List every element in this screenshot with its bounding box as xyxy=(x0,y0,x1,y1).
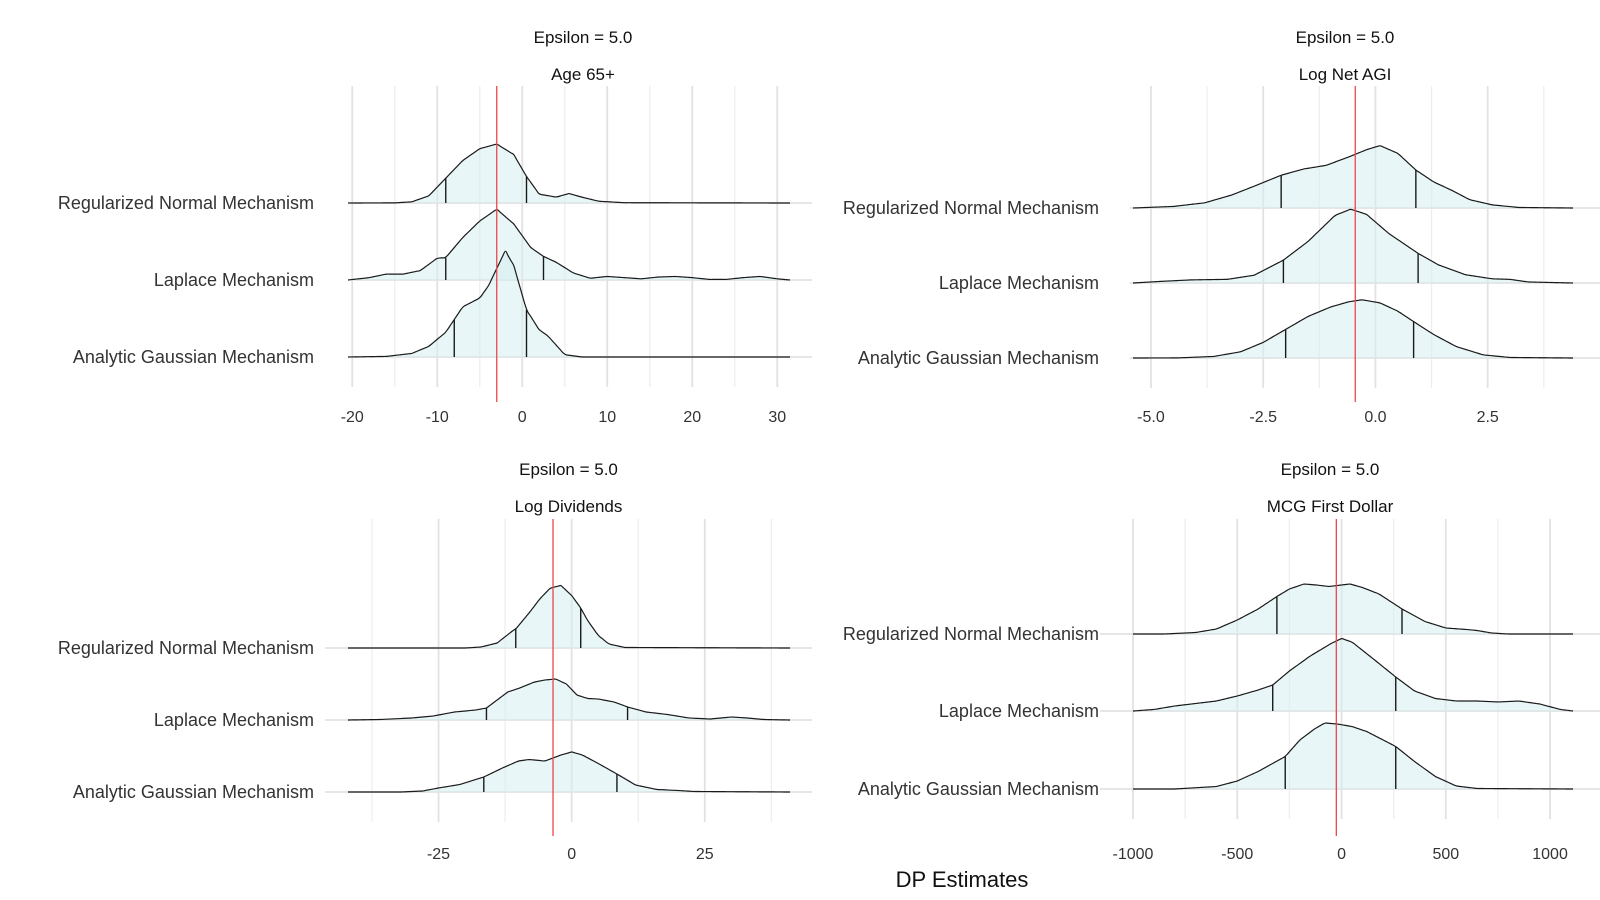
row-label: Laplace Mechanism xyxy=(939,701,1099,721)
density-curve xyxy=(347,678,791,721)
x-tick-label: 10 xyxy=(598,409,616,426)
x-tick-label: -5.0 xyxy=(1137,409,1165,426)
density-curve xyxy=(1132,722,1574,790)
panel-epsilon-label: Epsilon = 5.0 xyxy=(534,28,633,47)
row-label: Regularized Normal Mechanism xyxy=(58,193,314,213)
x-tick-label: -2.5 xyxy=(1249,409,1277,426)
density-curve xyxy=(1132,145,1574,209)
row-label: Regularized Normal Mechanism xyxy=(843,624,1099,644)
panel-title: MCG First Dollar xyxy=(1267,497,1394,516)
x-tick-label: -10 xyxy=(426,409,449,426)
x-axis-title: DP Estimates xyxy=(896,867,1029,892)
density-area xyxy=(348,585,790,649)
x-tick-label: 30 xyxy=(768,409,786,426)
density-curve xyxy=(1133,583,1573,635)
x-tick-label: -1000 xyxy=(1113,846,1154,863)
row-label: Laplace Mechanism xyxy=(154,710,314,730)
x-tick-label: 500 xyxy=(1432,846,1459,863)
row-label: Analytic Gaussian Mechanism xyxy=(858,348,1099,368)
density-curve xyxy=(1132,638,1574,712)
density-curve xyxy=(347,208,791,281)
density-curve xyxy=(348,584,791,649)
panel-epsilon-label: Epsilon = 5.0 xyxy=(519,460,618,479)
density-area xyxy=(348,251,790,358)
x-tick-label: 0 xyxy=(1337,846,1346,863)
x-tick-label: -20 xyxy=(341,409,364,426)
density-curve xyxy=(347,250,790,358)
density-curve xyxy=(347,751,791,793)
panel-epsilon-label: Epsilon = 5.0 xyxy=(1281,460,1380,479)
row-label: Regularized Normal Mechanism xyxy=(843,198,1099,218)
x-tick-label: -500 xyxy=(1221,846,1253,863)
x-tick-label: -25 xyxy=(427,846,450,863)
panel-epsilon-label: Epsilon = 5.0 xyxy=(1296,28,1395,47)
density-area xyxy=(1133,584,1573,635)
density-area xyxy=(348,209,790,280)
x-tick-label: 20 xyxy=(683,409,701,426)
density-area xyxy=(1133,209,1573,283)
x-tick-label: 0.0 xyxy=(1364,409,1386,426)
density-area xyxy=(1133,299,1573,358)
panel-1: Epsilon = 5.0 Age 65+ Regularized Normal M… xyxy=(58,28,812,426)
x-tick-label: 0 xyxy=(567,846,576,863)
density-area xyxy=(348,144,790,203)
panel-4: Epsilon = 5.0 MCG First Dollar Regularized… xyxy=(843,460,1600,863)
x-tick-label: 0 xyxy=(518,409,527,426)
panel-title: Log Dividends xyxy=(515,497,623,516)
panel-title: Age 65+ xyxy=(551,65,615,84)
row-label: Regularized Normal Mechanism xyxy=(58,638,314,658)
x-tick-label: 2.5 xyxy=(1477,409,1499,426)
x-tick-label: 1000 xyxy=(1532,846,1568,863)
density-area xyxy=(348,679,790,720)
density-curve xyxy=(1132,299,1574,359)
density-area xyxy=(1133,145,1573,208)
row-label: Analytic Gaussian Mechanism xyxy=(73,347,314,367)
row-label: Analytic Gaussian Mechanism xyxy=(73,782,314,802)
panel-2: Epsilon = 5.0 Log Net AGI Regularized Norm… xyxy=(843,28,1600,426)
panel-title: Log Net AGI xyxy=(1299,65,1392,84)
row-label: Laplace Mechanism xyxy=(154,270,314,290)
density-area xyxy=(1133,723,1573,790)
density-area xyxy=(1133,638,1573,711)
x-tick-label: 25 xyxy=(696,846,714,863)
row-label: Analytic Gaussian Mechanism xyxy=(858,779,1099,799)
density-curve xyxy=(1132,208,1574,284)
panel-3: Epsilon = 5.0 Log Dividends Regularized No… xyxy=(58,460,812,863)
density-curve xyxy=(347,143,790,204)
density-area xyxy=(348,752,790,793)
row-label: Laplace Mechanism xyxy=(939,273,1099,293)
